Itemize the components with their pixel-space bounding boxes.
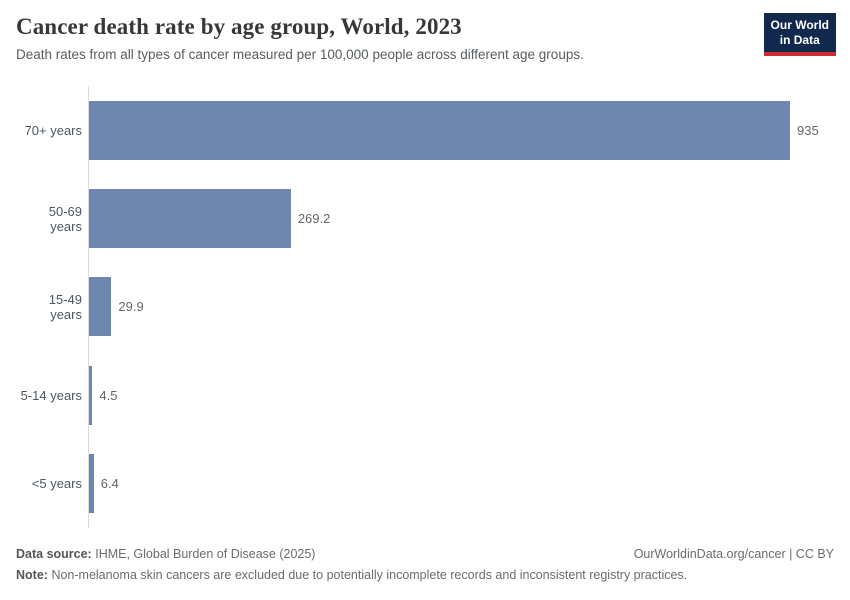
value-label: 29.9 bbox=[118, 299, 144, 315]
bar-track: 29.9 bbox=[89, 277, 834, 337]
bar-track: 4.5 bbox=[89, 365, 834, 425]
y-axis-line bbox=[88, 86, 89, 528]
value-label: 269.2 bbox=[297, 211, 331, 227]
bar-row: 15-49 years 29.9 bbox=[16, 263, 834, 351]
data-source-label: Data source: bbox=[16, 547, 92, 561]
footer-note: Note: Non-melanoma skin cancers are excl… bbox=[16, 568, 834, 582]
data-source: Data source: IHME, Global Burden of Dise… bbox=[16, 547, 315, 561]
bar-chart: 70+ years 935 50-69 years 269.2 15-49 years 2… bbox=[16, 86, 834, 528]
footer-url[interactable]: OurWorldinData.org/cancer | CC BY bbox=[633, 547, 834, 561]
bar-row: 5-14 years 4.5 bbox=[16, 351, 834, 439]
chart-rows: 70+ years 935 50-69 years 269.2 15-49 years 2… bbox=[16, 86, 834, 528]
owid-logo-line2: in Data bbox=[779, 33, 820, 47]
owid-logo: Our World in Data bbox=[763, 13, 836, 56]
footer-note-label: Note: bbox=[16, 568, 48, 582]
bar[interactable] bbox=[89, 100, 790, 160]
category-label: 70+ years bbox=[24, 122, 82, 138]
bar[interactable] bbox=[89, 454, 94, 514]
bar[interactable] bbox=[89, 189, 291, 249]
category-label: <5 years bbox=[31, 476, 82, 492]
value-label: 935 bbox=[797, 122, 819, 138]
category-label: 15-49 years bbox=[48, 291, 82, 322]
bar-track: 935 bbox=[89, 100, 834, 160]
page-title: Cancer death rate by age group, World, 2… bbox=[16, 14, 462, 39]
value-label: 6.4 bbox=[100, 476, 119, 492]
bar-row: <5 years 6.4 bbox=[16, 440, 834, 528]
chart-subtitle: Death rates from all types of cancer mea… bbox=[16, 47, 584, 62]
data-source-text: IHME, Global Burden of Disease (2025) bbox=[95, 547, 316, 561]
bar-track: 6.4 bbox=[89, 454, 834, 514]
footer-note-text: Non-melanoma skin cancers are excluded d… bbox=[51, 568, 688, 582]
category-label: 50-69 years bbox=[48, 203, 82, 234]
chart-footer: Data source: IHME, Global Burden of Dise… bbox=[16, 547, 834, 582]
owid-logo-line1: Our World bbox=[770, 18, 829, 32]
bar-row: 50-69 years 269.2 bbox=[16, 174, 834, 262]
bar-track: 269.2 bbox=[89, 189, 834, 249]
bar[interactable] bbox=[89, 277, 112, 337]
chart-header: Cancer death rate by age group, World, 2… bbox=[16, 0, 836, 62]
bar-row: 70+ years 935 bbox=[16, 86, 834, 174]
category-label: 5-14 years bbox=[20, 387, 82, 403]
value-label: 4.5 bbox=[99, 387, 118, 403]
bar[interactable] bbox=[89, 365, 93, 425]
